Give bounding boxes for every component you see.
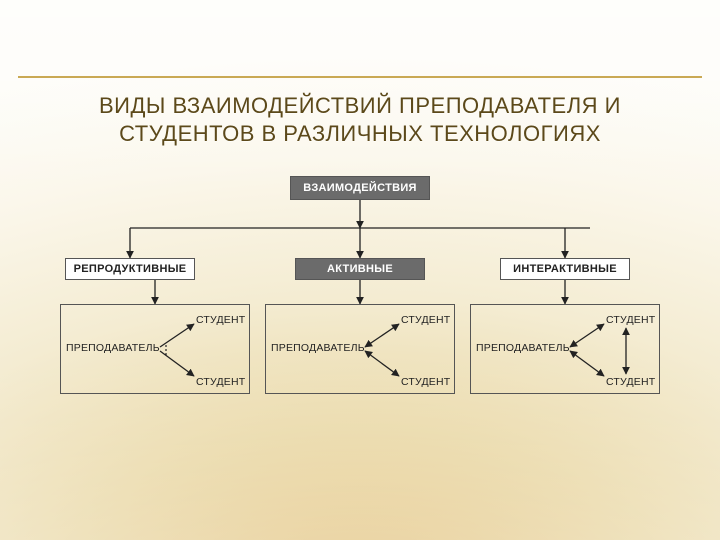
student-label-2-a: СТУДЕНТ (606, 314, 655, 326)
teacher-label-1: ПРЕПОДАВАТЕЛЬ (271, 342, 365, 354)
branch-box-1: АКТИВНЫЕ (295, 258, 425, 280)
teacher-label-0: ПРЕПОДАВАТЕЛЬ (66, 342, 160, 354)
student-label-2-b: СТУДЕНТ (606, 376, 655, 388)
student-label-1-a: СТУДЕНТ (401, 314, 450, 326)
student-label-0-a: СТУДЕНТ (196, 314, 245, 326)
branch-box-0: РЕПРОДУКТИВНЫЕ (65, 258, 195, 280)
teacher-label-2: ПРЕПОДАВАТЕЛЬ (476, 342, 570, 354)
student-label-1-b: СТУДЕНТ (401, 376, 450, 388)
title-line-1: ВИДЫ ВЗАИМОДЕЙСТВИЙ ПРЕПОДАВАТЕЛЯ И (99, 93, 621, 118)
slide: ВИДЫ ВЗАИМОДЕЙСТВИЙ ПРЕПОДАВАТЕЛЯ И СТУД… (0, 0, 720, 540)
student-label-0-b: СТУДЕНТ (196, 376, 245, 388)
page-title: ВИДЫ ВЗАИМОДЕЙСТВИЙ ПРЕПОДАВАТЕЛЯ И СТУД… (0, 92, 720, 148)
accent-line (18, 76, 702, 78)
branch-box-2: ИНТЕРАКТИВНЫЕ (500, 258, 630, 280)
diagram: ВЗАИМОДЕЙСТВИЯ РЕПРОДУКТИВНЫЕ АКТИВНЫЕ ИНТЕ… (60, 176, 660, 456)
root-box: ВЗАИМОДЕЙСТВИЯ (290, 176, 430, 200)
title-line-2: СТУДЕНТОВ В РАЗЛИЧНЫХ ТЕХНОЛОГИЯХ (119, 121, 601, 146)
